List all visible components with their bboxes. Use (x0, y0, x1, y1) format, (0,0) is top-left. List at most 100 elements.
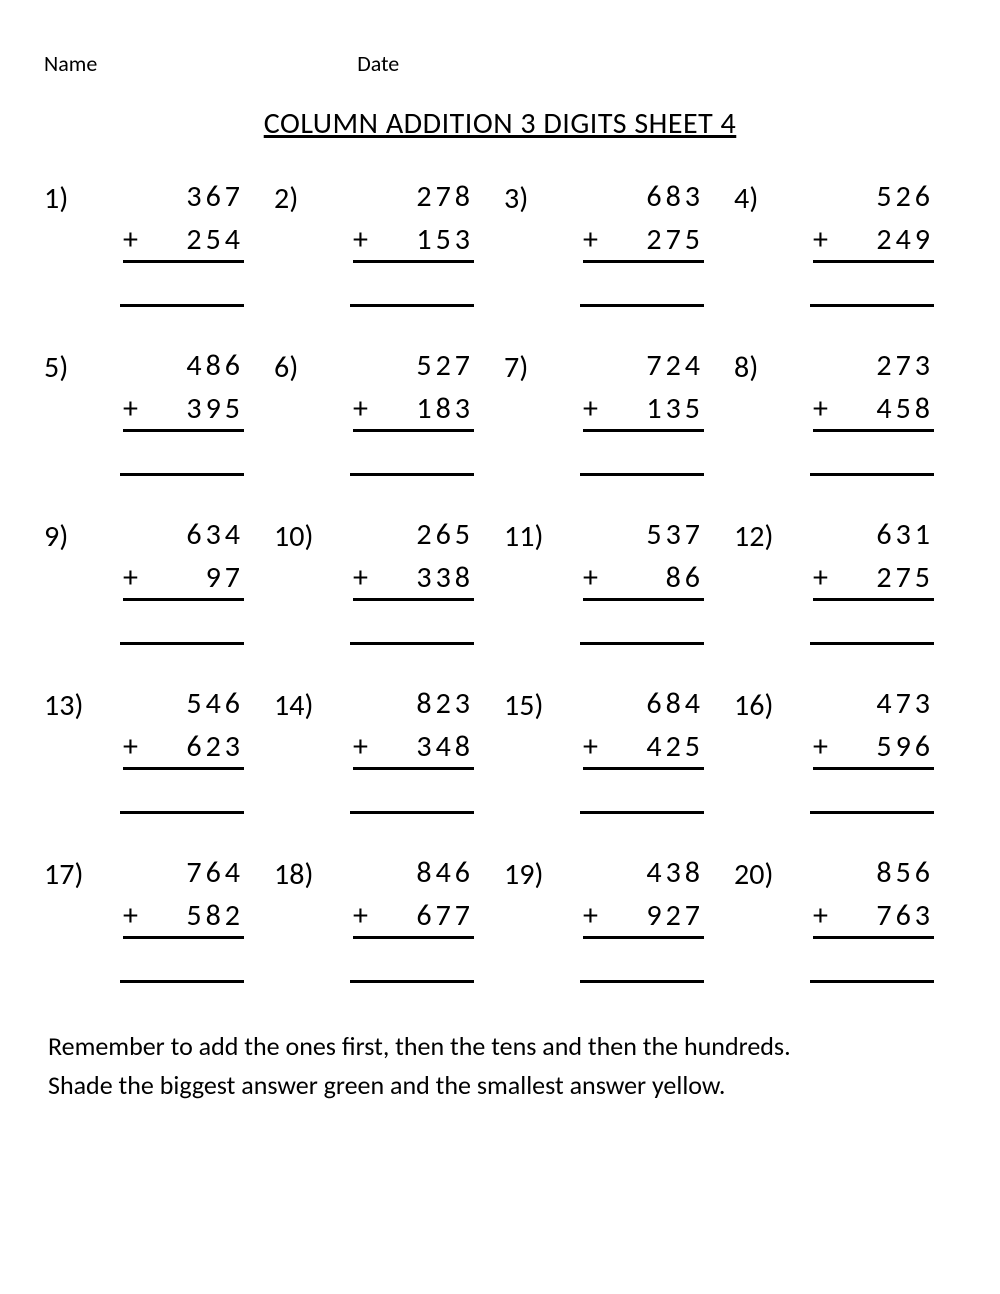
plus-line: +135 (583, 390, 704, 432)
first-addend: 438 (584, 854, 704, 891)
answer-line (350, 943, 474, 983)
problem-body: 265 +338 (330, 516, 496, 645)
answer-line (350, 267, 474, 307)
problem-body: 526+249 (790, 178, 956, 307)
problem-body: 631+275 (790, 516, 956, 645)
instructions: Remember to add the ones first, then the… (40, 1027, 960, 1105)
answer-line (120, 267, 244, 307)
answer-line (580, 436, 704, 476)
problem: 2)278+153 (274, 178, 496, 307)
problem-number: 14) (274, 685, 330, 724)
answer-line (810, 267, 934, 307)
second-addend: 763 (846, 897, 934, 934)
first-addend: 527 (354, 347, 474, 384)
first-addend: 273 (814, 347, 934, 384)
second-addend: 275 (846, 559, 934, 596)
first-addend: 856 (814, 854, 934, 891)
plus-icon: + (583, 897, 598, 934)
plus-line: +458 (813, 390, 934, 432)
problem-body: 846+677 (330, 854, 496, 983)
first-addend: 684 (584, 685, 704, 722)
plus-icon: + (813, 897, 828, 934)
problem: 7)724+135 (504, 347, 726, 476)
answer-line (120, 943, 244, 983)
problem-body: 823+348 (330, 685, 496, 814)
plus-line: +97 (123, 559, 244, 601)
problem-body: 634 +97 (100, 516, 266, 645)
plus-line: +425 (583, 728, 704, 770)
problem-body: 486 +395 (100, 347, 266, 476)
plus-line: +395 (123, 390, 244, 432)
answer-line (580, 943, 704, 983)
problem-number: 8) (734, 347, 790, 386)
answer-line (580, 774, 704, 814)
problem: 19)438+927 (504, 854, 726, 983)
answer-line (810, 943, 934, 983)
plus-icon: + (583, 728, 598, 765)
problem-body: 764+582 (100, 854, 266, 983)
answer-line (120, 436, 244, 476)
first-addend: 265 (354, 516, 474, 553)
second-addend: 135 (616, 390, 704, 427)
second-addend: 153 (386, 221, 474, 258)
plus-icon: + (583, 559, 598, 596)
first-addend: 486 (124, 347, 244, 384)
plus-line: +677 (353, 897, 474, 939)
problem-number: 18) (274, 854, 330, 893)
plus-icon: + (353, 897, 368, 934)
problem-body: 473 +596 (790, 685, 956, 814)
plus-icon: + (583, 221, 598, 258)
first-addend: 473 (814, 685, 934, 722)
answer-line (120, 605, 244, 645)
plus-line: +596 (813, 728, 934, 770)
first-addend: 631 (814, 516, 934, 553)
header-fields: Name Date (40, 50, 960, 77)
second-addend: 183 (386, 390, 474, 427)
plus-icon: + (813, 390, 828, 427)
first-addend: 546 (124, 685, 244, 722)
answer-line (810, 774, 934, 814)
problem: 16) 473 +596 (734, 685, 956, 814)
answer-line (580, 267, 704, 307)
problem-body: 278+153 (330, 178, 496, 307)
plus-line: +927 (583, 897, 704, 939)
plus-icon: + (813, 221, 828, 258)
plus-line: +338 (353, 559, 474, 601)
problem: 10)265+338 (274, 516, 496, 645)
first-addend: 537 (584, 516, 704, 553)
instruction-line-1: Remember to add the ones first, then the… (48, 1027, 952, 1066)
problem-number: 9) (44, 516, 100, 555)
date-label: Date (357, 50, 399, 77)
second-addend: 86 (616, 559, 704, 596)
plus-line: +348 (353, 728, 474, 770)
plus-line: +86 (583, 559, 704, 601)
answer-line (350, 774, 474, 814)
plus-line: +623 (123, 728, 244, 770)
problem: 13) 546 +623 (44, 685, 266, 814)
second-addend: 623 (156, 728, 244, 765)
problem: 9) 634 +97 (44, 516, 266, 645)
plus-icon: + (123, 559, 138, 596)
problem-number: 13) (44, 685, 100, 724)
plus-icon: + (123, 221, 138, 258)
second-addend: 395 (156, 390, 244, 427)
second-addend: 582 (156, 897, 244, 934)
plus-icon: + (353, 221, 368, 258)
first-addend: 683 (584, 178, 704, 215)
problem-number: 16) (734, 685, 790, 724)
name-label: Name (44, 50, 97, 77)
first-addend: 634 (124, 516, 244, 553)
plus-line: +582 (123, 897, 244, 939)
second-addend: 677 (386, 897, 474, 934)
second-addend: 275 (616, 221, 704, 258)
second-addend: 927 (616, 897, 704, 934)
plus-icon: + (353, 559, 368, 596)
plus-line: +249 (813, 221, 934, 263)
plus-line: +183 (353, 390, 474, 432)
problem-number: 3) (504, 178, 560, 217)
problem-number: 4) (734, 178, 790, 217)
problem: 8) 273 +458 (734, 347, 956, 476)
problem-body: 546 +623 (100, 685, 266, 814)
first-addend: 367 (124, 178, 244, 215)
problem-body: 683 +275 (560, 178, 726, 307)
